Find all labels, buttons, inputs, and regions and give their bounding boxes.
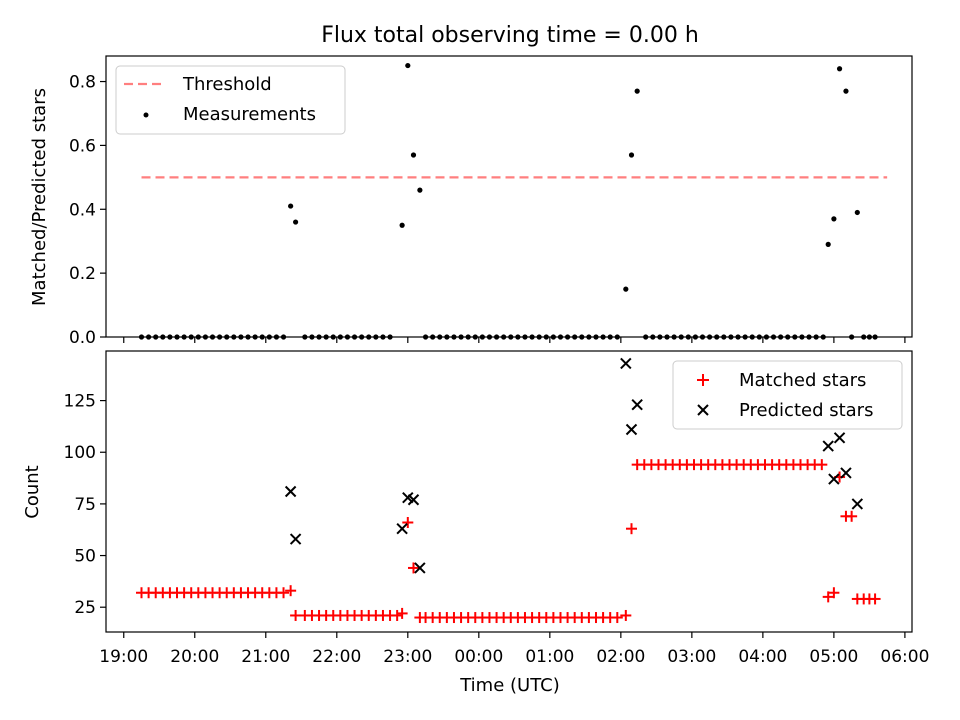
flux-ratio-plot-frame (105, 55, 913, 338)
predicted-star-point (822, 440, 834, 452)
measurement-point (410, 152, 417, 158)
time-x-tick-label: 05:00 (809, 647, 858, 667)
measurement-point (293, 219, 299, 225)
flux-ratio-y-tick-label: 0.0 (69, 328, 96, 348)
predicted-star-point (833, 432, 846, 444)
legend-matched-label: Matched stars (739, 370, 866, 391)
counts-y-label: Count (22, 465, 43, 518)
time-x-tick-label: 23:00 (383, 647, 432, 667)
measurement-point (288, 203, 294, 209)
legend-predicted-label: Predicted stars (739, 400, 873, 421)
matched-star-point (407, 562, 419, 574)
time-x-tick-label: 00:00 (454, 647, 503, 667)
time-x-tick-label: 06:00 (880, 647, 929, 667)
counts-y-tick-label: 100 (64, 443, 96, 463)
flux-ratio-y-tick-label: 0.6 (69, 136, 96, 156)
matched-star-point (816, 459, 828, 471)
counts-y-tick-label: 75 (74, 495, 96, 515)
time-x-tick-label: 01:00 (525, 647, 574, 667)
matched-star-point (828, 587, 840, 599)
flux-ratio-legend-box (115, 65, 346, 135)
matched-star-point (846, 510, 858, 522)
measurement-point (417, 187, 423, 193)
flux-ratio-panel: 0.00.20.40.60.8 Matched/Predicted stars … (29, 55, 913, 348)
time-x-tick-label: 21:00 (241, 647, 290, 667)
matched-star-points (136, 459, 881, 624)
matched-star-point (396, 607, 408, 619)
matched-star-point (611, 612, 623, 624)
time-x-axis: 19:00 20:00 21:00 22:00 23:00 00:00 01:00 02:00… (99, 632, 929, 667)
counts-y-tick-label: 50 (74, 547, 96, 567)
counts-plot-frame (105, 350, 913, 633)
measurement-point (623, 286, 629, 292)
counts-legend[interactable]: Matched stars Predicted stars (672, 360, 903, 430)
measurement-point (836, 66, 843, 72)
predicted-star-point (289, 533, 302, 545)
measurement-point (843, 88, 849, 94)
predicted-star-point (851, 498, 864, 510)
matched-star-point (285, 585, 297, 597)
predicted-star-point (284, 485, 297, 498)
predicted-star-points (284, 357, 864, 574)
counts-y-tick-label: 125 (64, 392, 96, 412)
predicted-star-point (396, 522, 408, 535)
matched-star-point (869, 593, 881, 605)
flux-ratio-y-label: Matched/Predicted stars (29, 88, 50, 306)
legend-measurements-label: Measurements (183, 104, 316, 125)
matched-star-point (391, 609, 403, 621)
predicted-star-point (620, 357, 632, 370)
predicted-star-point (631, 399, 643, 411)
legend-matched-swatch (697, 374, 709, 386)
matched-star-point (290, 609, 302, 621)
measurement-point (854, 209, 860, 216)
flux-ratio-y-tick-label: 0.8 (69, 73, 96, 93)
predicted-star-point (414, 562, 426, 574)
time-x-tick-label: 02:00 (596, 647, 645, 667)
legend-threshold-label: Threshold (182, 74, 272, 95)
chart-title: Flux total observing time = 0.00 h (321, 23, 699, 48)
predicted-star-point (625, 423, 638, 436)
legend-predicted-swatch (697, 404, 709, 416)
measurement-point (399, 222, 405, 228)
time-x-tick-label: 03:00 (667, 647, 716, 667)
flux-ratio-legend[interactable]: Threshold Measurements (115, 65, 346, 135)
measurement-point (628, 152, 635, 158)
measurement-point (405, 62, 411, 69)
matched-star-point (625, 523, 637, 535)
matched-star-point (620, 609, 632, 621)
measurement-points (138, 62, 878, 340)
predicted-star-point (828, 473, 840, 485)
counts-legend-box (672, 360, 903, 430)
time-x-tick-label: 19:00 (99, 647, 148, 667)
legend-measurement-swatch (143, 112, 149, 118)
flux-ratio-x-ticks (123, 337, 906, 343)
measurement-point (831, 216, 837, 222)
flux-ratio-y-axis: 0.0 0.2 0.4 0.6 0.8 (69, 73, 106, 348)
flux-ratio-y-tick-label: 0.4 (69, 200, 96, 220)
matched-star-point (402, 516, 414, 528)
time-x-tick-label: 04:00 (738, 647, 787, 667)
measurement-point (825, 241, 831, 247)
matched-star-point (278, 587, 290, 599)
time-x-label: Time (UTC) (459, 675, 560, 696)
predicted-star-point (407, 494, 420, 506)
time-x-tick-label: 22:00 (312, 647, 361, 667)
counts-y-tick-label: 25 (74, 598, 96, 618)
counts-panel: 25 50 75 100 125 19:00 20:00 21:00 22:00 23:00 00… (22, 350, 929, 696)
flux-ratio-y-tick-label: 0.2 (69, 264, 96, 284)
counts-y-axis: 25 50 75 100 125 (64, 392, 106, 618)
predicted-star-point (840, 467, 852, 479)
time-x-tick-label: 20:00 (170, 647, 219, 667)
matched-star-point (822, 591, 834, 603)
measurement-point (634, 88, 640, 94)
